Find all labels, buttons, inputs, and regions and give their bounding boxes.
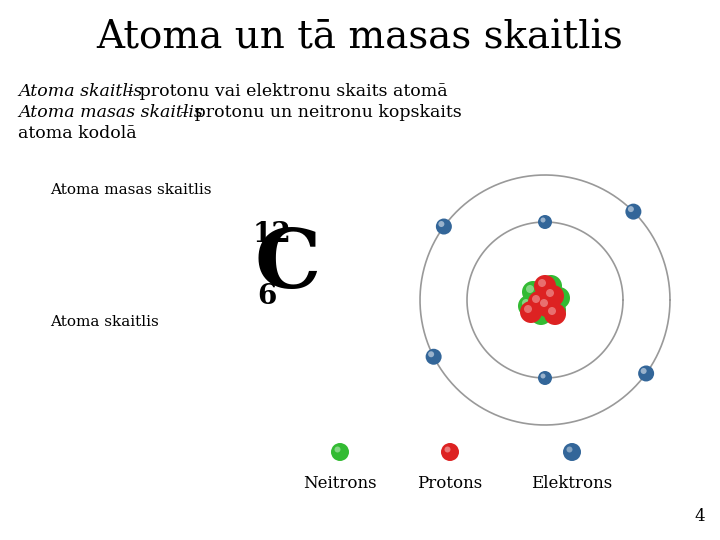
Circle shape [542, 285, 564, 307]
Circle shape [641, 368, 647, 374]
Text: Atoma masas skaitlis: Atoma masas skaitlis [50, 183, 212, 197]
Circle shape [438, 221, 444, 227]
Text: 12: 12 [253, 221, 292, 248]
Circle shape [548, 307, 556, 315]
Text: Atoma masas skaitlis: Atoma masas skaitlis [18, 104, 203, 121]
Text: Elektrons: Elektrons [531, 475, 613, 492]
Circle shape [444, 447, 451, 453]
Text: Atoma un tā masas skaitlis: Atoma un tā masas skaitlis [96, 19, 624, 57]
Circle shape [538, 215, 552, 229]
Circle shape [544, 303, 566, 325]
Circle shape [428, 351, 434, 357]
Circle shape [441, 443, 459, 461]
Circle shape [522, 281, 544, 303]
Circle shape [528, 291, 550, 313]
Circle shape [541, 374, 546, 379]
Text: atoma kodolā: atoma kodolā [18, 125, 137, 142]
Circle shape [335, 447, 341, 453]
Text: Neitrons: Neitrons [303, 475, 377, 492]
Circle shape [426, 349, 441, 365]
Circle shape [567, 447, 572, 453]
Circle shape [544, 299, 566, 321]
Text: C: C [255, 225, 321, 305]
Text: Protons: Protons [418, 475, 482, 492]
Circle shape [628, 206, 634, 212]
Circle shape [331, 443, 349, 461]
Circle shape [536, 295, 558, 317]
Text: – protonu vai elektronu skaits atomā: – protonu vai elektronu skaits atomā [120, 83, 448, 100]
Text: 4: 4 [694, 508, 705, 525]
Circle shape [563, 443, 581, 461]
Circle shape [532, 295, 540, 303]
Circle shape [518, 295, 540, 317]
Circle shape [540, 299, 548, 307]
Circle shape [524, 305, 532, 313]
Circle shape [540, 275, 562, 297]
Circle shape [546, 289, 554, 297]
Circle shape [522, 299, 530, 307]
Text: – protonu un neitronu kopskaits: – protonu un neitronu kopskaits [175, 104, 462, 121]
Text: Atoma skaitlis: Atoma skaitlis [50, 315, 158, 329]
Circle shape [548, 287, 570, 309]
Circle shape [626, 204, 642, 220]
Circle shape [534, 275, 556, 297]
Circle shape [538, 371, 552, 385]
Circle shape [526, 285, 534, 293]
Circle shape [548, 303, 556, 311]
Circle shape [520, 301, 542, 323]
Circle shape [638, 366, 654, 381]
Circle shape [436, 219, 452, 234]
Circle shape [541, 218, 546, 222]
Circle shape [552, 291, 560, 299]
Circle shape [534, 307, 542, 315]
Circle shape [538, 279, 546, 287]
Text: 6: 6 [257, 284, 276, 310]
Circle shape [530, 303, 552, 325]
Text: Atoma skaitlis – protonu vai elektronu skaits atomā: Atoma skaitlis – protonu vai elektronu s… [18, 83, 470, 100]
Circle shape [544, 279, 552, 287]
Text: Atoma skaitlis: Atoma skaitlis [18, 83, 143, 100]
